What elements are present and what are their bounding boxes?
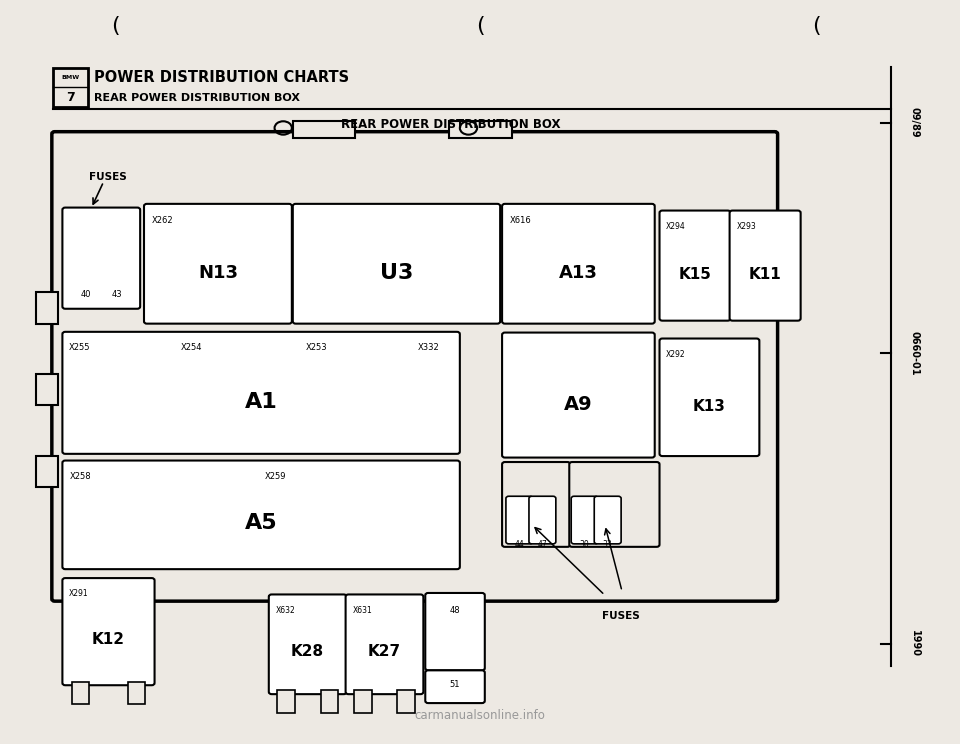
Text: X293: X293 — [736, 222, 756, 231]
FancyBboxPatch shape — [62, 208, 140, 309]
FancyBboxPatch shape — [529, 496, 556, 544]
Text: A9: A9 — [564, 395, 592, 414]
FancyBboxPatch shape — [62, 461, 460, 569]
Text: X292: X292 — [666, 350, 685, 359]
Text: X253: X253 — [305, 343, 327, 352]
Bar — [36, 456, 58, 487]
FancyBboxPatch shape — [269, 594, 347, 694]
Bar — [449, 121, 512, 138]
Text: N13: N13 — [198, 264, 238, 282]
Text: K12: K12 — [92, 632, 125, 647]
FancyBboxPatch shape — [571, 496, 598, 544]
Text: X291: X291 — [69, 589, 88, 598]
Text: (: ( — [111, 16, 119, 36]
Text: 47: 47 — [538, 540, 547, 549]
Text: X294: X294 — [666, 222, 686, 231]
Text: POWER DISTRIBUTION CHARTS: POWER DISTRIBUTION CHARTS — [94, 70, 349, 85]
FancyBboxPatch shape — [506, 496, 533, 544]
Bar — [72, 682, 89, 704]
Bar — [53, 68, 88, 107]
Text: FUSES: FUSES — [89, 172, 127, 182]
Text: X631: X631 — [352, 606, 372, 615]
Text: (: ( — [476, 16, 484, 36]
Text: BMW: BMW — [61, 74, 80, 80]
FancyBboxPatch shape — [730, 211, 801, 321]
Bar — [128, 682, 145, 704]
FancyBboxPatch shape — [502, 333, 655, 458]
Text: X332: X332 — [418, 343, 440, 352]
FancyBboxPatch shape — [569, 462, 660, 547]
Text: U3: U3 — [380, 263, 413, 283]
Text: 7: 7 — [66, 91, 75, 103]
Text: REAR POWER DISTRIBUTION BOX: REAR POWER DISTRIBUTION BOX — [94, 93, 300, 103]
FancyBboxPatch shape — [425, 593, 485, 670]
Text: 09/89: 09/89 — [910, 107, 920, 138]
Text: REAR POWER DISTRIBUTION BOX: REAR POWER DISTRIBUTION BOX — [342, 118, 561, 131]
FancyBboxPatch shape — [52, 132, 778, 601]
Text: 1990: 1990 — [910, 630, 920, 657]
Bar — [354, 690, 372, 713]
Text: 30: 30 — [580, 540, 589, 549]
Text: 44: 44 — [515, 540, 524, 549]
Text: K28: K28 — [291, 644, 324, 659]
Text: K27: K27 — [368, 644, 401, 659]
Bar — [277, 690, 295, 713]
FancyBboxPatch shape — [502, 462, 570, 547]
FancyBboxPatch shape — [594, 496, 621, 544]
Bar — [36, 292, 58, 324]
Text: 43: 43 — [111, 290, 123, 299]
Text: X259: X259 — [265, 472, 286, 481]
Text: carmanualsonline.info: carmanualsonline.info — [415, 709, 545, 722]
Text: (: ( — [812, 16, 820, 36]
FancyBboxPatch shape — [660, 339, 759, 456]
Text: A13: A13 — [559, 264, 598, 282]
Text: X632: X632 — [276, 606, 296, 615]
Text: X254: X254 — [180, 343, 202, 352]
Text: FUSES: FUSES — [602, 611, 639, 621]
FancyBboxPatch shape — [425, 670, 485, 703]
Text: K13: K13 — [693, 399, 726, 414]
Text: A5: A5 — [245, 513, 277, 533]
Text: 51: 51 — [450, 680, 460, 689]
Text: X258: X258 — [70, 472, 92, 481]
Bar — [397, 690, 415, 713]
FancyBboxPatch shape — [62, 578, 155, 685]
Bar — [293, 121, 355, 138]
Text: 33: 33 — [603, 540, 612, 549]
FancyBboxPatch shape — [144, 204, 292, 324]
FancyBboxPatch shape — [62, 332, 460, 454]
Text: K11: K11 — [749, 266, 781, 281]
FancyBboxPatch shape — [346, 594, 423, 694]
Bar — [36, 374, 58, 405]
Text: X616: X616 — [510, 216, 532, 225]
Text: 48: 48 — [449, 606, 461, 615]
Text: X255: X255 — [69, 343, 90, 352]
Bar — [321, 690, 338, 713]
Text: X262: X262 — [152, 216, 174, 225]
FancyBboxPatch shape — [660, 211, 731, 321]
Text: 0660-01: 0660-01 — [910, 331, 920, 376]
FancyBboxPatch shape — [293, 204, 500, 324]
Text: K15: K15 — [679, 266, 711, 281]
FancyBboxPatch shape — [502, 204, 655, 324]
Text: A1: A1 — [245, 392, 277, 412]
Text: 40: 40 — [81, 290, 90, 299]
